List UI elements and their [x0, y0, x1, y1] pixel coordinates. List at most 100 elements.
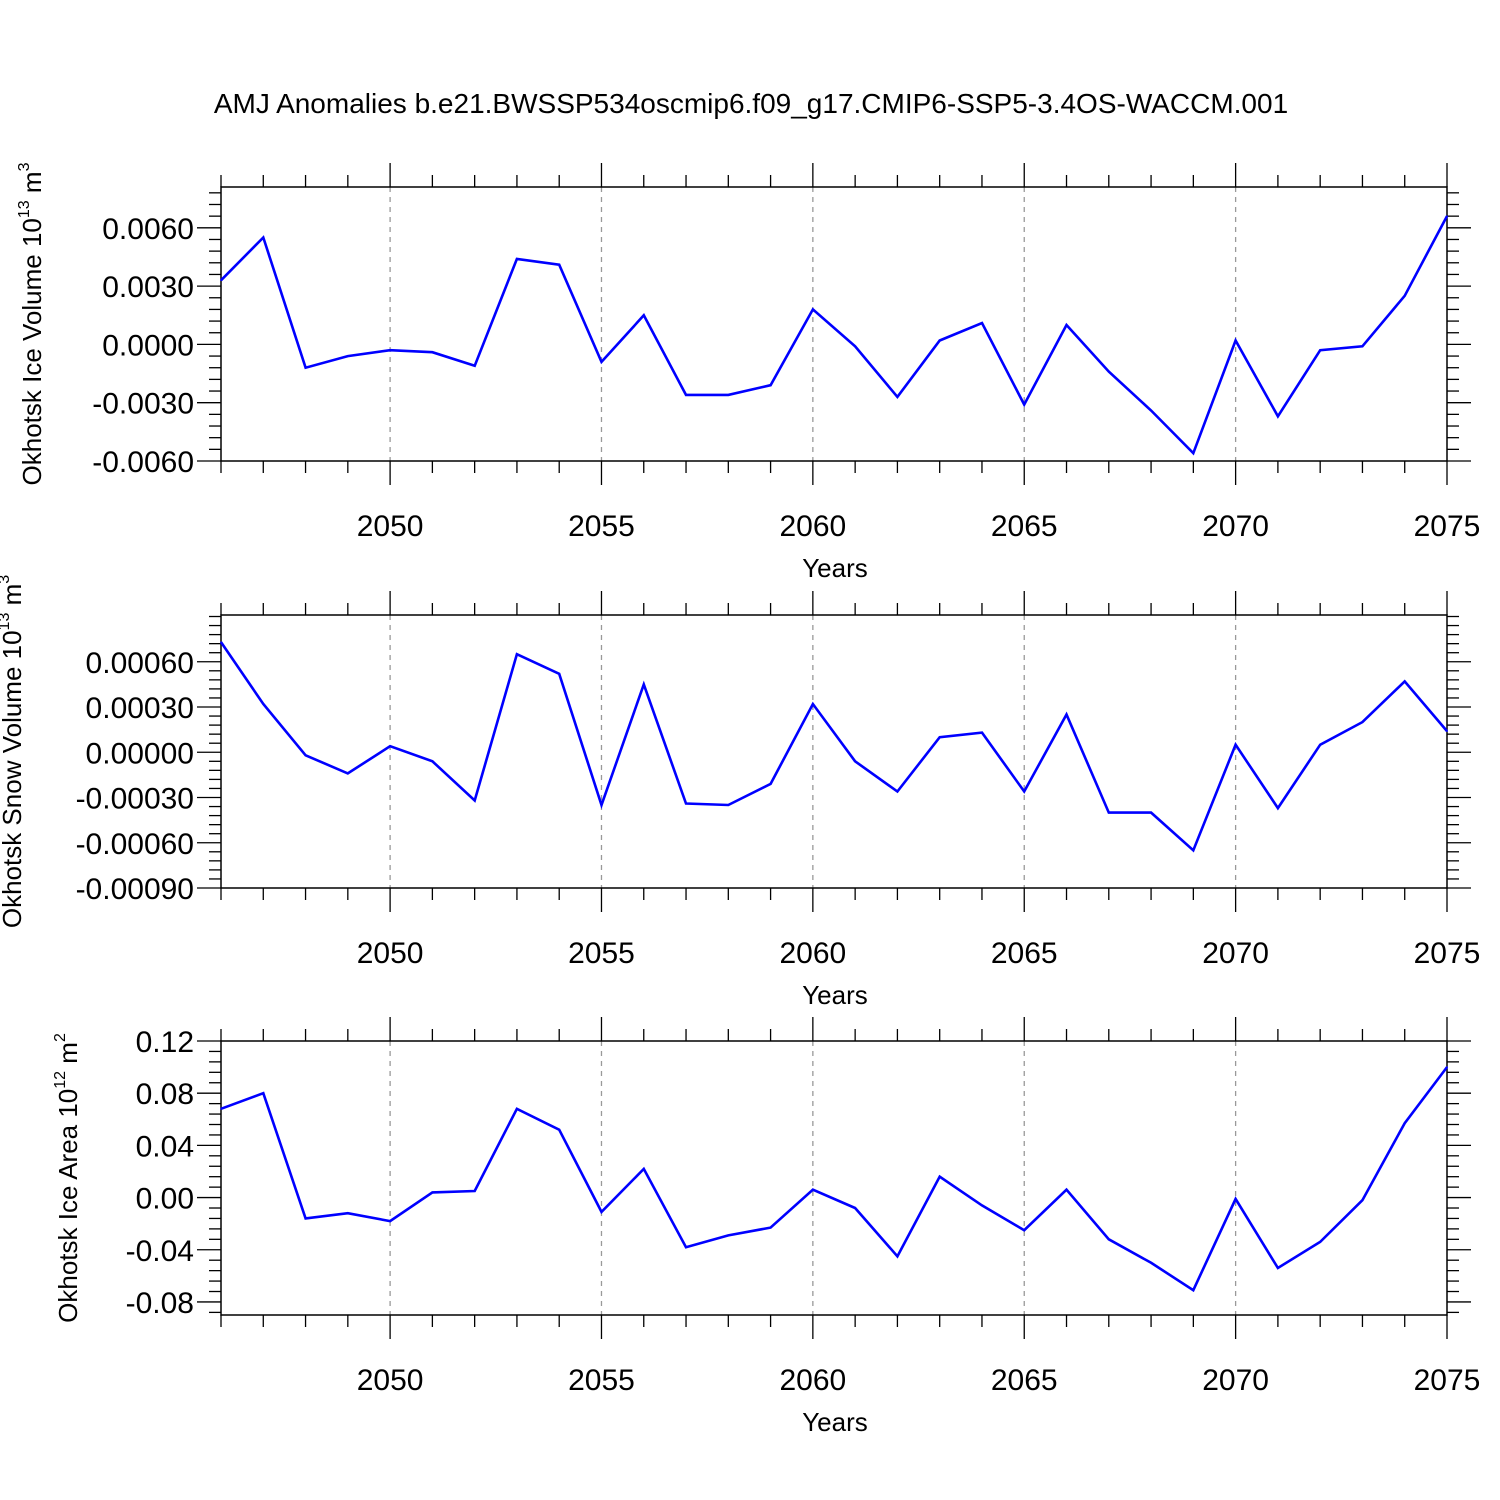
data-point: [1192, 849, 1195, 852]
y-axis-label-exponent: 13: [0, 613, 13, 631]
data-point: [812, 703, 814, 705]
y-axis-label-unit-exponent: 3: [16, 162, 33, 171]
data-point: [981, 322, 983, 324]
panel-3: -0.08 -0.04 0.00 0.04 0.08 0.12 2050 2055 2060 20…: [52, 1017, 1480, 1437]
y-axis-label-unit-exponent: 2: [52, 1033, 69, 1042]
y-axis-label: Okhotsk Snow Volume 1013 m3: [0, 575, 27, 928]
data-point: [1319, 349, 1321, 352]
data-point: [1065, 324, 1068, 326]
x-tick-label: 2055: [568, 510, 635, 543]
data-point: [431, 760, 434, 763]
data-point: [1065, 1188, 1068, 1191]
data-point: [1150, 409, 1152, 412]
data-point: [854, 345, 856, 348]
data-point: [1234, 743, 1237, 746]
y-tick-label: 0.0060: [102, 213, 194, 246]
data-point: [600, 361, 603, 363]
data-point: [389, 349, 391, 352]
y-tick-label: 0.00000: [86, 737, 194, 770]
data-point: [347, 355, 349, 357]
data-point: [727, 1234, 730, 1237]
data-point: [1192, 1289, 1195, 1292]
y-axis-label-unit: m: [0, 584, 27, 613]
y-axis-label-exponent: 13: [16, 200, 33, 218]
y-tick-label: -0.0030: [92, 388, 194, 421]
data-point: [220, 279, 222, 282]
y-axis-label-unit: m: [17, 171, 47, 200]
x-tick-label: 2060: [779, 937, 846, 970]
data-point: [642, 1168, 645, 1170]
y-axis-label: Okhotsk Ice Volume 1013 m3: [16, 162, 47, 485]
x-tick-label: 2070: [1202, 937, 1269, 970]
data-point: [516, 1108, 518, 1110]
data-point: [1361, 345, 1364, 348]
data-point: [516, 653, 518, 656]
x-tick-label: 2075: [1414, 937, 1481, 970]
data-point: [981, 731, 983, 734]
data-point: [347, 1212, 349, 1215]
data-point: [896, 396, 899, 398]
y-tick-label: -0.00090: [76, 873, 194, 906]
data-point: [431, 1191, 434, 1194]
data-point: [1234, 339, 1237, 342]
data-point: [389, 1220, 391, 1222]
data-point: [262, 236, 265, 239]
x-axis-label: Years: [802, 553, 868, 583]
data-point: [473, 799, 476, 802]
x-tick-label: 2065: [991, 937, 1058, 970]
y-tick-label: -0.04: [126, 1235, 194, 1268]
data-point: [389, 745, 391, 748]
data-point: [1361, 1199, 1364, 1201]
plot-frame: [220, 1040, 1448, 1316]
data-point: [769, 1226, 772, 1229]
data-point: [1403, 680, 1406, 683]
x-tick-label: 2060: [779, 510, 846, 543]
y-axis-label-text: Okhotsk Ice Area 10: [53, 1089, 83, 1323]
x-tick-label: 2075: [1414, 1364, 1481, 1397]
panel-2: -0.00090 -0.00060 -0.00030 0.00000 0.00030 0.…: [0, 575, 1480, 1010]
y-axis-label-unit-exponent: 3: [0, 575, 13, 584]
y-tick-label: 0.12: [136, 1026, 194, 1059]
data-point: [431, 351, 434, 353]
panel-1: -0.0060 -0.0030 0.0000 0.0030 0.0060 2050 2055…: [16, 162, 1480, 583]
data-point: [1446, 215, 1448, 217]
data-point: [1150, 811, 1152, 814]
data-point: [473, 1190, 476, 1192]
y-tick-label: 0.08: [136, 1078, 194, 1111]
y-axis-label-exponent: 12: [52, 1071, 69, 1089]
x-tick-label: 2070: [1202, 510, 1269, 543]
data-point: [600, 804, 603, 806]
series-line: [220, 215, 1449, 456]
data-point: [1150, 1262, 1152, 1264]
data-point: [769, 384, 772, 387]
y-tick-label: 0.04: [136, 1130, 194, 1163]
data-point: [516, 258, 518, 260]
y-tick-label: 0.0030: [102, 271, 194, 304]
data-point: [1403, 295, 1406, 297]
x-tick-label: 2055: [568, 1364, 635, 1397]
y-axis-label-text: Okhotsk Snow Volume 10: [0, 630, 27, 928]
x-tick-label: 2075: [1414, 510, 1481, 543]
data-point: [685, 1246, 687, 1248]
data-point: [558, 1128, 561, 1131]
data-point: [769, 783, 772, 785]
data-point: [812, 1188, 814, 1191]
chart-title: AMJ Anomalies b.e21.BWSSP534oscmip6.f09_…: [214, 88, 1288, 119]
data-point: [642, 314, 645, 317]
data-point: [685, 802, 687, 805]
data-point: [347, 772, 349, 775]
data-point: [1403, 1122, 1406, 1124]
x-tick-label: 2050: [357, 510, 424, 543]
data-point: [220, 1108, 222, 1110]
data-point: [854, 1207, 856, 1209]
data-point: [896, 1255, 899, 1258]
data-point: [1277, 415, 1279, 418]
x-tick-label: 2050: [357, 1364, 424, 1397]
data-point: [304, 1217, 307, 1220]
data-point: [1023, 403, 1026, 406]
data-point: [220, 641, 222, 643]
data-point: [600, 1211, 603, 1213]
data-point: [1319, 743, 1321, 746]
